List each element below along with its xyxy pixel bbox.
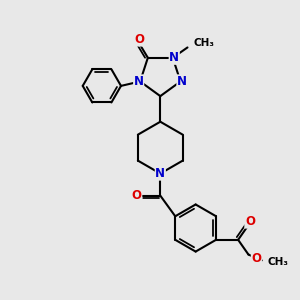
Text: N: N xyxy=(169,51,179,64)
Text: O: O xyxy=(132,189,142,202)
Text: O: O xyxy=(251,252,261,266)
Text: O: O xyxy=(134,33,144,46)
Text: N: N xyxy=(155,167,165,180)
Text: N: N xyxy=(134,75,144,88)
Text: CH₃: CH₃ xyxy=(268,257,289,267)
Text: CH₃: CH₃ xyxy=(194,38,214,48)
Text: N: N xyxy=(177,75,187,88)
Text: O: O xyxy=(245,215,255,228)
